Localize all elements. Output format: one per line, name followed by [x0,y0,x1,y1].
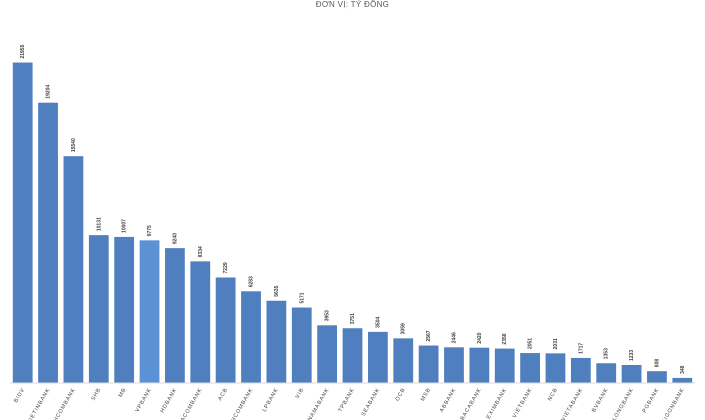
category-label: SACOMBANK [178,387,204,420]
bar-vietabank [570,357,591,383]
bar-vietbank [520,353,540,383]
value-label: 9775 [147,225,153,236]
value-label: 3504 [375,317,381,328]
value-label: 2051 [528,338,534,349]
bar-ocb [393,338,414,383]
value-label: 2358 [502,333,508,344]
category-label: SEABANK [361,387,382,417]
category-label: PGBANK [642,387,661,414]
value-label: 1717 [578,343,584,354]
bar-lpbank [266,300,287,383]
category-label: BIDV [13,387,26,404]
bar-seabank [367,331,388,383]
category-label: BACABANK [460,387,483,420]
category-label: VIETINBANK [26,387,52,420]
category-label: HDBANK [160,387,179,414]
value-label: 348 [680,365,686,374]
category-label: VIETABANK [561,387,585,420]
bar-vpbank [139,240,160,383]
category-label: MB [118,387,128,399]
bar-sacombank [190,261,211,383]
value-label: 2420 [477,332,483,343]
value-label: 1353 [604,348,610,359]
category-label: OCB [395,387,407,402]
value-label: 3953 [325,310,331,321]
bar-bvbank [596,363,617,383]
value-label: 6283 [249,276,255,287]
category-label: LPBANK [262,387,280,413]
bar-bacabank [469,347,490,383]
bar-vib [291,307,312,383]
category-label: TECHCOMBANK [224,387,255,420]
value-label: 7229 [223,262,229,273]
bar-bidv [12,62,33,384]
category-label: SHB [90,387,102,402]
category-label: TECHCOMBANK [46,387,77,420]
category-label: VIETBANK [512,387,534,419]
bar-mb [114,236,135,383]
value-label: 3751 [350,313,356,324]
value-label: 9240 [172,233,178,244]
category-label: NCB [547,387,559,402]
bar-shb [88,235,109,383]
value-label: 8334 [198,246,204,257]
category-label: ACB [217,387,229,402]
bar-msb [418,345,439,383]
category-label: ABBANK [439,387,458,413]
category-label: NAMABANK [307,387,331,420]
value-labels-group: 21955 19204 15540 10131 10007 9775 9240 8334 722… [20,44,686,373]
bar-techcombank [241,291,261,383]
bars-group [12,62,693,384]
value-label: 15540 [71,138,77,152]
bar-eximbank [494,348,515,383]
value-label: 21955 [20,44,26,58]
value-label: 10007 [122,219,128,233]
value-label: 10131 [96,217,102,231]
category-label: MSB [420,387,432,402]
category-label: SAIGONBANK [659,387,686,420]
value-label: 19204 [46,85,52,99]
bar-techcombank [63,156,84,383]
bar-pgbank [647,371,667,383]
value-label: 808 [654,359,660,368]
bar-vietinbank [38,102,58,383]
bar-kienlongbank [621,365,642,383]
value-label: 2567 [426,330,432,341]
bar-saigonbank [672,377,693,383]
chart-title: ĐƠN VỊ: TỶ ĐỒNG [315,0,390,9]
category-label: TPBANK [338,387,357,413]
value-label: 3059 [401,323,407,334]
bar-abbank [444,347,464,383]
value-label: 5171 [299,292,305,303]
value-label: 2446 [451,332,457,343]
bar-acb [215,277,236,383]
bar-tpbank [342,328,363,383]
category-label: EXIMBANK [486,387,509,420]
value-label: 1233 [629,350,635,361]
bar-hdbank [165,248,185,383]
category-label: VPBANK [135,387,154,413]
bar-ncb [545,353,566,383]
category-label: BVBANK [591,387,610,413]
value-label: 2031 [553,338,559,349]
bar-namabank [317,325,338,383]
category-label: VIB [295,387,306,400]
value-label: 5635 [274,285,280,296]
